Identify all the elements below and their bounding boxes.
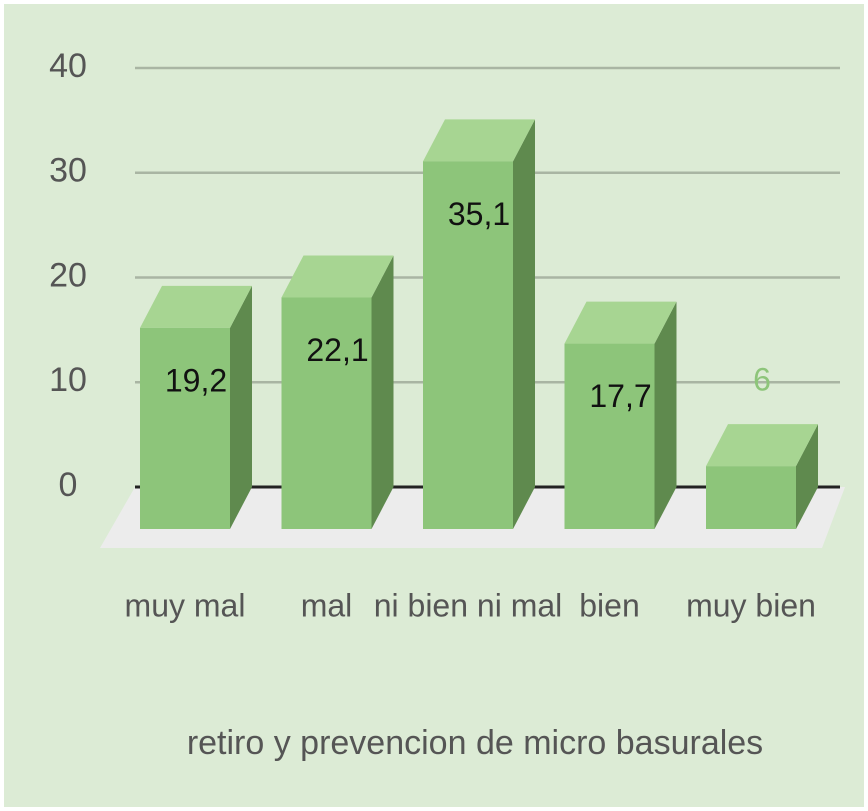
bar-top <box>706 424 818 467</box>
bar-side <box>796 424 818 529</box>
data-label: 35,1 <box>448 196 510 232</box>
bar-side <box>654 301 677 529</box>
bar-side <box>513 119 535 529</box>
x-axis-label: retiro y prevencion de micro basurales <box>187 724 763 762</box>
x-tick-label: bien <box>579 587 640 623</box>
data-label: 6 <box>753 362 771 398</box>
bar <box>423 161 513 529</box>
data-label: 17,7 <box>589 378 651 414</box>
bar-top <box>140 285 252 328</box>
x-tick-label: mal <box>301 587 353 623</box>
bar-top <box>423 119 535 162</box>
y-tick-label: 30 <box>49 152 87 190</box>
x-tick-label: muy bien <box>686 587 816 623</box>
x-tick-label: muy mal <box>125 587 246 623</box>
y-tick-label: 40 <box>49 47 87 85</box>
bar-top <box>564 301 677 344</box>
data-label: 22,1 <box>306 332 368 368</box>
bar <box>281 297 372 529</box>
bar-side <box>371 255 394 529</box>
y-tick-label: 10 <box>49 361 87 399</box>
data-label: 19,2 <box>165 362 227 398</box>
x-tick-label: ni bien ni mal <box>374 587 563 623</box>
bar <box>706 466 796 529</box>
bar-side <box>230 285 252 529</box>
y-tick-label: 20 <box>49 256 87 294</box>
bar <box>564 343 655 529</box>
bar-top <box>281 255 394 298</box>
bar <box>140 327 230 529</box>
y-tick-label: 0 <box>59 466 78 504</box>
